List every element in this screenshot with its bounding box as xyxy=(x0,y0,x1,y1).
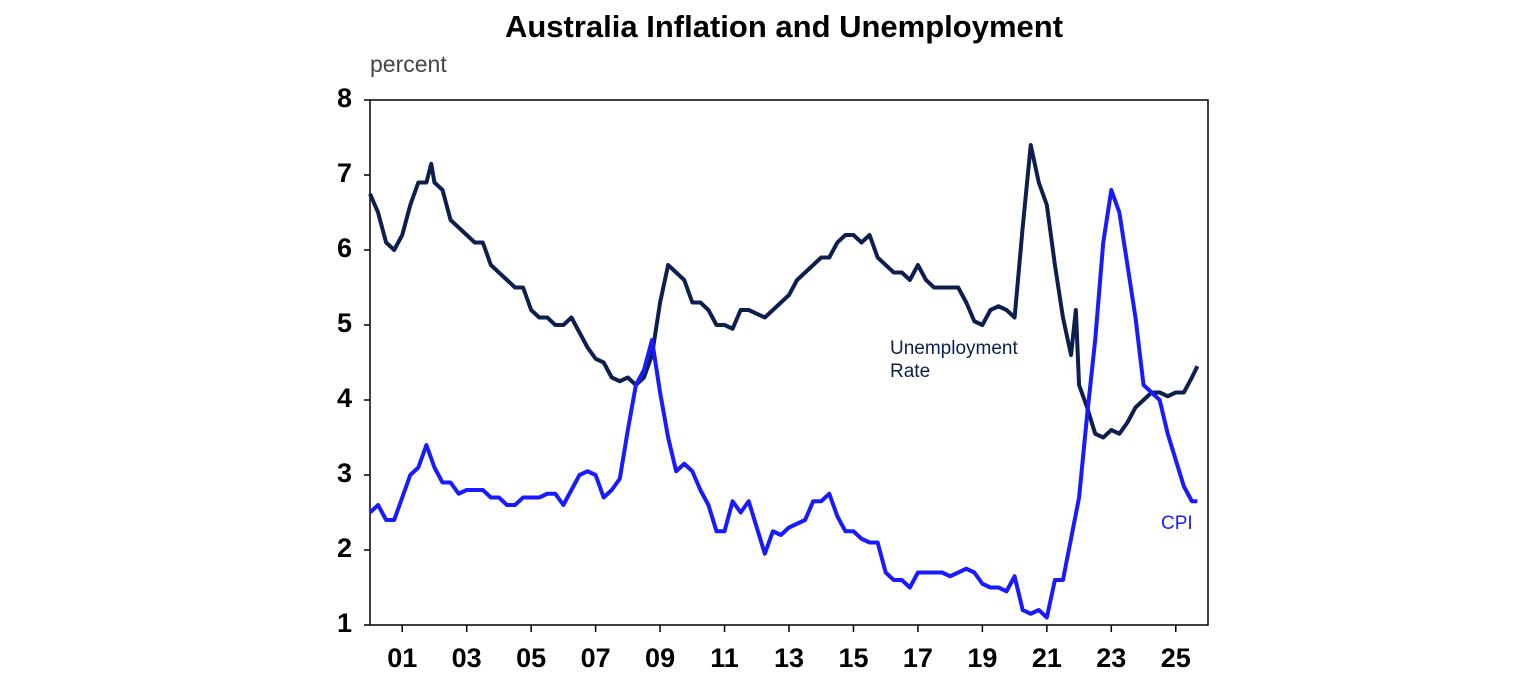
x-tick-label: 07 xyxy=(581,643,611,673)
y-tick-label: 8 xyxy=(337,83,352,113)
series-label: CPI xyxy=(1161,513,1193,534)
x-tick-label: 09 xyxy=(645,643,675,673)
series-line xyxy=(368,188,1198,620)
chart-title: Australia Inflation and Unemployment xyxy=(505,9,1063,44)
x-tick-label: 05 xyxy=(516,643,546,673)
x-tick-label: 03 xyxy=(452,643,482,673)
series-line xyxy=(368,143,1200,440)
x-tick-label: 21 xyxy=(1032,643,1062,673)
y-tick-label: 4 xyxy=(337,383,352,413)
x-tick-label: 15 xyxy=(838,643,868,673)
y-tick-label: 2 xyxy=(337,533,352,563)
x-tick-label: 19 xyxy=(967,643,997,673)
y-tick-label: 1 xyxy=(337,608,352,638)
x-tick-label: 01 xyxy=(387,643,417,673)
x-tick-label: 17 xyxy=(903,643,933,673)
x-tick-label: 23 xyxy=(1096,643,1126,673)
y-tick-label: 5 xyxy=(337,308,352,338)
x-tick-label: 25 xyxy=(1161,643,1191,673)
y-tick-label: 7 xyxy=(337,158,352,188)
series-label: Unemployment Rate xyxy=(890,338,1018,382)
x-tick-label: 13 xyxy=(774,643,804,673)
y-axis-label: percent xyxy=(370,51,447,77)
x-tick-label: 11 xyxy=(710,643,739,673)
y-tick-label: 3 xyxy=(337,458,352,488)
plot-frame xyxy=(369,99,1209,626)
y-tick-label: 6 xyxy=(337,233,352,263)
